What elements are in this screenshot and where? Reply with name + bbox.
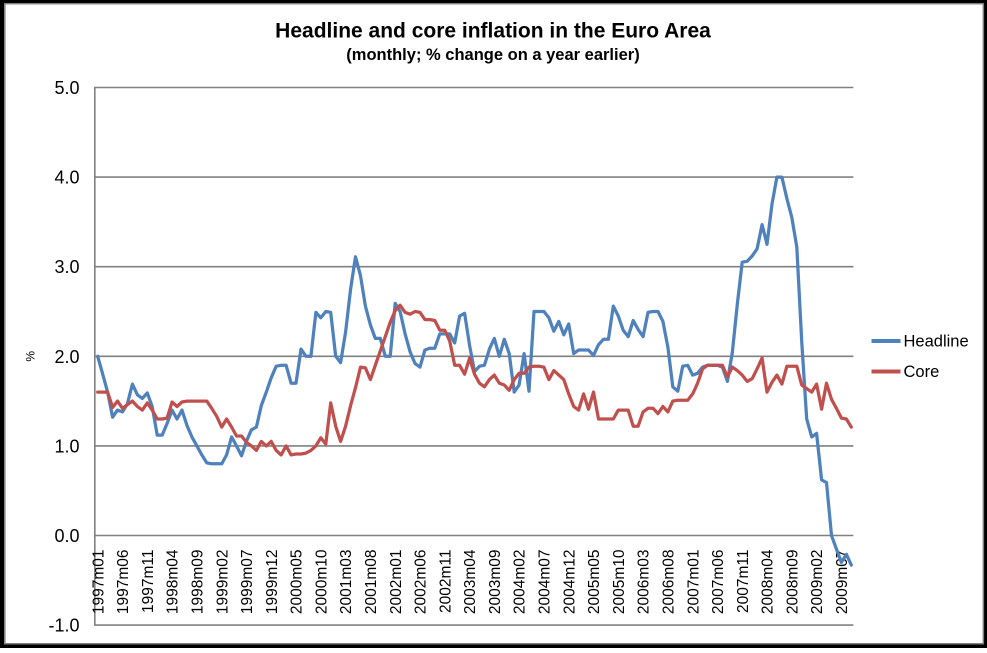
svg-text:2003m09: 2003m09: [487, 550, 504, 615]
svg-text:2003m04: 2003m04: [462, 549, 479, 614]
svg-text:3.0: 3.0: [54, 257, 79, 277]
svg-text:2002m06: 2002m06: [413, 550, 430, 615]
svg-text:1997m06: 1997m06: [115, 550, 132, 615]
svg-text:2009m07: 2009m07: [834, 550, 851, 615]
svg-text:2007m11: 2007m11: [735, 550, 752, 613]
svg-text:2001m08: 2001m08: [363, 550, 380, 615]
svg-text:2002m11: 2002m11: [437, 550, 454, 613]
svg-text:2000m05: 2000m05: [289, 550, 306, 615]
svg-text:4.0: 4.0: [54, 168, 79, 188]
svg-text:-1.0: -1.0: [48, 616, 79, 636]
svg-text:2009m02: 2009m02: [809, 550, 826, 615]
svg-text:2000m10: 2000m10: [313, 549, 330, 614]
svg-text:(monthly; % change on a year e: (monthly; % change on a year earlier): [346, 46, 639, 64]
svg-text:2007m01: 2007m01: [685, 550, 702, 615]
svg-text:1999m07: 1999m07: [239, 550, 256, 615]
svg-text:2.0: 2.0: [54, 347, 79, 367]
svg-text:1998m04: 1998m04: [165, 549, 182, 614]
svg-text:%: %: [23, 351, 37, 362]
svg-text:1997m11: 1997m11: [140, 550, 157, 613]
svg-text:2005m05: 2005m05: [586, 550, 603, 615]
svg-text:2002m01: 2002m01: [388, 550, 405, 615]
svg-text:2007m06: 2007m06: [710, 550, 727, 615]
svg-text:1999m02: 1999m02: [214, 550, 231, 615]
svg-text:2004m02: 2004m02: [512, 550, 529, 615]
svg-text:2005m10: 2005m10: [611, 549, 628, 614]
svg-text:2004m07: 2004m07: [536, 550, 553, 615]
svg-text:1999m12: 1999m12: [264, 550, 281, 615]
svg-text:2008m09: 2008m09: [784, 550, 801, 615]
svg-text:2008m04: 2008m04: [760, 549, 777, 614]
svg-text:Headline and core inflation in: Headline and core inflation in the Euro …: [275, 20, 711, 43]
svg-text:1.0: 1.0: [54, 436, 79, 456]
svg-text:1997m01: 1997m01: [90, 550, 107, 615]
svg-text:2004m12: 2004m12: [561, 550, 578, 615]
svg-text:0.0: 0.0: [54, 526, 79, 546]
svg-text:1998m09: 1998m09: [189, 550, 206, 615]
svg-text:2001m03: 2001m03: [338, 550, 355, 615]
svg-text:5.0: 5.0: [54, 78, 79, 98]
svg-text:Core: Core: [904, 363, 940, 381]
svg-text:2006m03: 2006m03: [636, 550, 653, 615]
svg-text:2006m08: 2006m08: [660, 550, 677, 615]
svg-text:Headline: Headline: [904, 333, 969, 351]
